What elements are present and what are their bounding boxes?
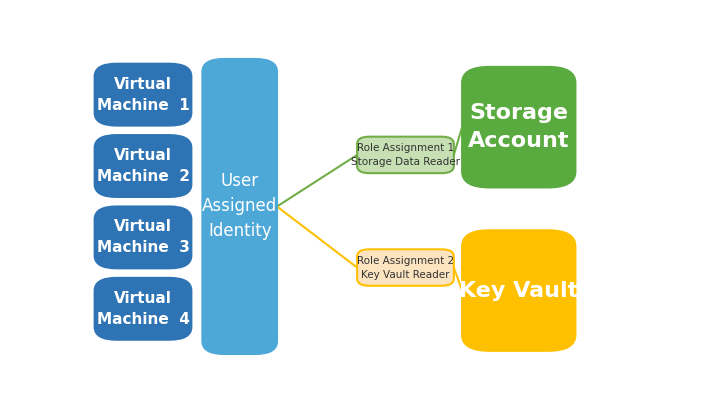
Text: Role Assignment 2
Key Vault Reader: Role Assignment 2 Key Vault Reader	[357, 255, 454, 280]
FancyBboxPatch shape	[202, 59, 277, 354]
Text: Virtual
Machine  4: Virtual Machine 4	[96, 291, 190, 327]
Text: Virtual
Machine  2: Virtual Machine 2	[96, 148, 190, 184]
FancyBboxPatch shape	[95, 206, 191, 268]
FancyBboxPatch shape	[462, 67, 575, 187]
Text: Role Assignment 1
Storage Data Reader: Role Assignment 1 Storage Data Reader	[351, 143, 460, 167]
Text: Storage
Account: Storage Account	[468, 103, 570, 151]
Text: Virtual
Machine  3: Virtual Machine 3	[96, 220, 190, 255]
FancyBboxPatch shape	[357, 249, 453, 286]
FancyBboxPatch shape	[95, 64, 191, 126]
FancyBboxPatch shape	[95, 135, 191, 197]
FancyBboxPatch shape	[462, 230, 575, 351]
Text: User
Assigned
Identity: User Assigned Identity	[202, 173, 277, 241]
FancyBboxPatch shape	[95, 278, 191, 340]
Text: Key Vault: Key Vault	[459, 281, 578, 300]
FancyBboxPatch shape	[357, 137, 453, 173]
Text: Virtual
Machine  1: Virtual Machine 1	[97, 77, 190, 112]
